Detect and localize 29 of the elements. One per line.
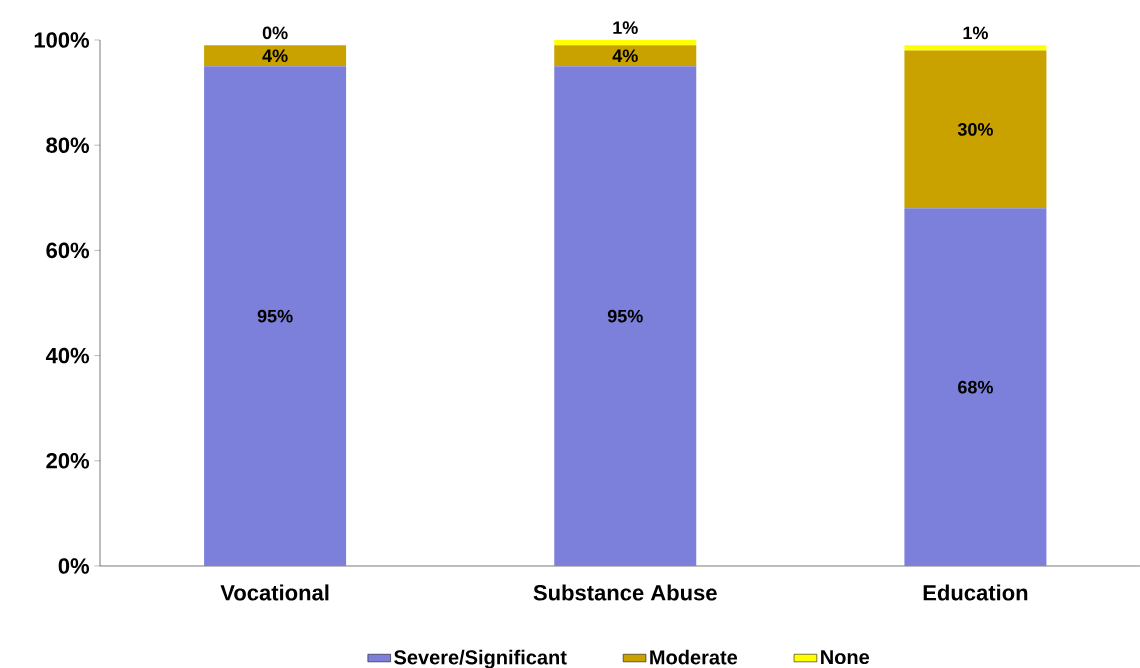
- bar: [904, 45, 1047, 51]
- y-tick-label: 20%: [46, 452, 90, 469]
- y-tick-label: 100%: [34, 32, 90, 48]
- x-tick-label: Vocational: [220, 584, 329, 601]
- data-label: 1%: [963, 26, 988, 40]
- data-label: 4%: [262, 49, 288, 63]
- data-label: 30%: [957, 123, 993, 136]
- x-tick-label: Substance Abuse: [533, 584, 717, 601]
- data-label: 95%: [257, 309, 293, 323]
- y-tick-label: 80%: [46, 137, 90, 153]
- data-label: 95%: [607, 309, 643, 323]
- legend-label: None: [821, 650, 870, 665]
- y-tick-label: 60%: [46, 242, 90, 259]
- data-label: 68%: [958, 380, 993, 394]
- legend-label: Moderate: [650, 649, 738, 665]
- x-tick-label: Education: [923, 584, 1028, 601]
- data-label: 4%: [612, 49, 638, 63]
- bar: [204, 45, 347, 67]
- y-tick-label: 40%: [45, 347, 90, 364]
- y-tick-label: 0%: [58, 558, 90, 574]
- data-label: 0%: [262, 26, 288, 40]
- bar: [904, 50, 1047, 209]
- legend-label: Severe/Significant: [394, 649, 567, 668]
- bar: [904, 208, 1047, 566]
- bar: [554, 45, 697, 67]
- data-label: 1%: [613, 21, 638, 34]
- bar: [554, 66, 697, 566]
- bar: [554, 40, 697, 46]
- bar: [204, 66, 347, 566]
